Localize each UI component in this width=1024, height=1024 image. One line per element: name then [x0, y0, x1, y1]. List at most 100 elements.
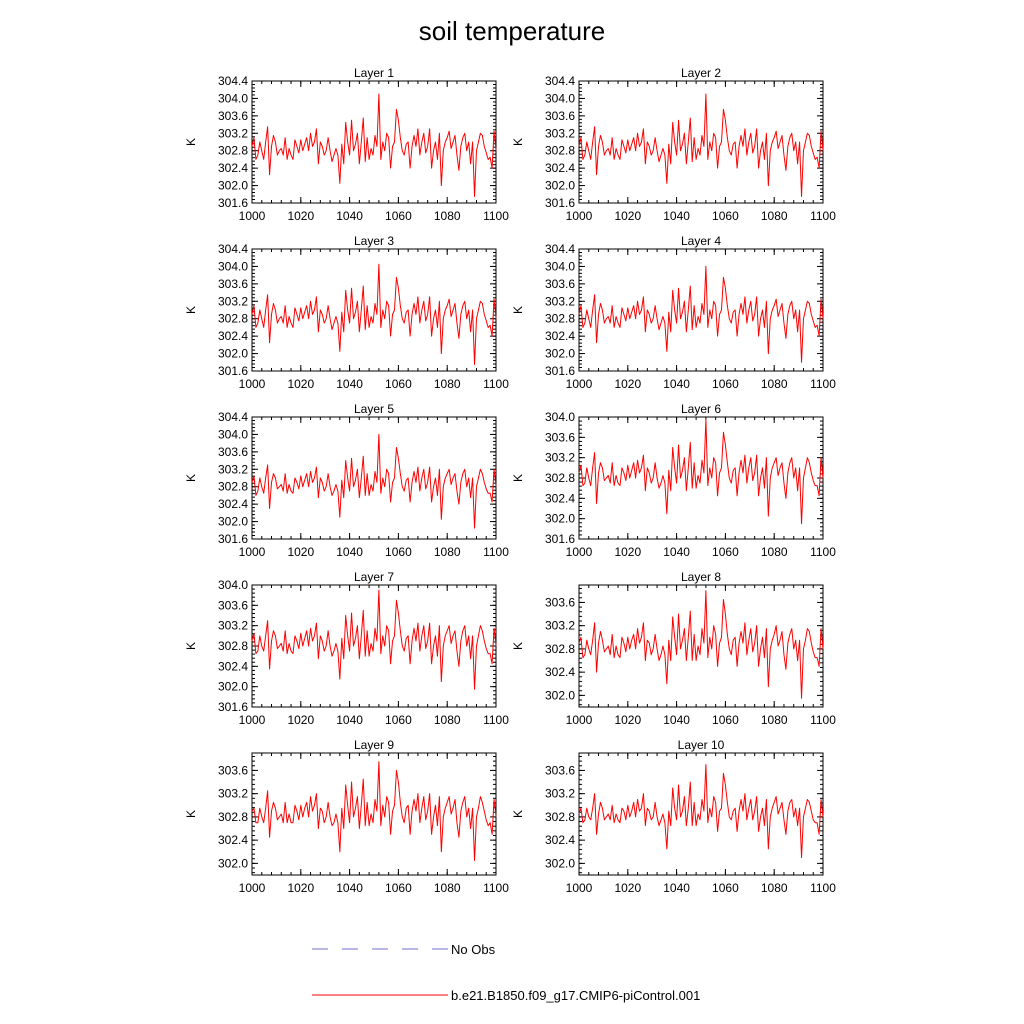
y-tick-label: 303.2 [545, 787, 575, 801]
panel-layer-8: Layer 8 K 302.0 302.4 302.8 303.2 303.6 1000 102… [511, 570, 836, 727]
y-tick-label: 302.4 [218, 329, 248, 343]
x-tick-label: 1080 [434, 881, 461, 895]
x-tick-label: 1020 [614, 377, 641, 391]
plot-frame [578, 80, 824, 204]
x-tick-label: 1100 [483, 881, 509, 895]
y-tick-label: 301.6 [218, 700, 248, 714]
x-tick-label: 1060 [385, 545, 412, 559]
legend-no-obs-label: No Obs [451, 942, 496, 957]
x-tick-label: 1020 [287, 713, 314, 727]
y-tick-label: 302.0 [218, 515, 248, 529]
plot-frame [251, 416, 497, 540]
y-tick-label: 304.0 [218, 578, 248, 592]
x-tick-label: 1040 [336, 881, 363, 895]
y-tick-label: 304.0 [218, 427, 248, 441]
y-tick-label: 302.8 [545, 144, 575, 158]
panel-title: Layer 9 [354, 738, 394, 752]
y-tick-label: 302.4 [545, 161, 575, 175]
series-line [251, 433, 497, 529]
x-tick-label: 1060 [712, 209, 739, 223]
y-tick-label: 301.6 [545, 364, 575, 378]
plot-frame [251, 248, 497, 372]
y-tick-label: 302.4 [218, 497, 248, 511]
x-tick-label: 1040 [336, 713, 363, 727]
y-tick-label: 302.0 [218, 680, 248, 694]
panel-title: Layer 2 [681, 66, 721, 80]
y-tick-label: 303.2 [218, 126, 248, 140]
y-tick-label: 304.0 [545, 259, 575, 273]
x-tick-label: 1060 [385, 713, 412, 727]
y-tick-label: 303.2 [218, 294, 248, 308]
panel-title: Layer 5 [354, 402, 394, 416]
x-tick-label: 1000 [239, 881, 266, 895]
x-tick-label: 1040 [663, 209, 690, 223]
y-tick-label: 302.4 [218, 833, 248, 847]
y-axis-label: K [184, 642, 198, 650]
y-tick-label: 303.6 [545, 277, 575, 291]
panel-layer-7: Layer 7 K 301.6 302.0 302.4 302.8 303.2 303.6 30… [184, 570, 509, 727]
y-axis-label: K [184, 810, 198, 818]
y-tick-label: 302.4 [545, 833, 575, 847]
y-tick-label: 303.6 [218, 109, 248, 123]
x-tick-label: 1080 [761, 881, 788, 895]
y-tick-label: 302.8 [545, 312, 575, 326]
y-tick-label: 304.4 [545, 74, 575, 88]
series-line [251, 761, 497, 861]
x-tick-label: 1020 [287, 545, 314, 559]
x-tick-label: 1000 [566, 209, 593, 223]
series-line [251, 589, 497, 690]
y-tick-label: 303.6 [545, 109, 575, 123]
y-tick-label: 302.0 [545, 512, 575, 526]
panel-layer-9: Layer 9 K 302.0 302.4 302.8 303.2 303.6 1000 102… [184, 738, 509, 895]
y-tick-label: 303.2 [545, 619, 575, 633]
series-line [251, 263, 497, 365]
x-tick-label: 1100 [483, 545, 509, 559]
x-tick-label: 1100 [483, 209, 509, 223]
y-tick-label: 302.0 [218, 856, 248, 870]
y-tick-label: 302.8 [218, 810, 248, 824]
x-tick-label: 1020 [614, 545, 641, 559]
y-axis-label: K [511, 138, 525, 146]
y-tick-label: 303.6 [218, 763, 248, 777]
y-tick-label: 302.0 [545, 856, 575, 870]
y-tick-label: 303.2 [545, 294, 575, 308]
panel-title: Layer 4 [681, 234, 721, 248]
x-tick-label: 1000 [239, 377, 266, 391]
y-axis-label: K [184, 306, 198, 314]
y-tick-label: 303.2 [545, 126, 575, 140]
panel-title: Layer 3 [354, 234, 394, 248]
series-line [578, 590, 824, 699]
x-tick-label: 1100 [810, 881, 836, 895]
y-tick-label: 303.6 [218, 598, 248, 612]
panel-title: Layer 10 [678, 738, 725, 752]
x-tick-label: 1020 [614, 881, 641, 895]
y-tick-label: 302.4 [545, 329, 575, 343]
x-tick-label: 1080 [761, 545, 788, 559]
x-tick-label: 1100 [810, 713, 836, 727]
legend-model-label: b.e21.B1850.f09_g17.CMIP6-piControl.001 [451, 988, 700, 1003]
y-tick-label: 304.4 [218, 410, 248, 424]
x-tick-label: 1000 [566, 713, 593, 727]
y-tick-label: 304.4 [218, 74, 248, 88]
y-tick-label: 302.8 [545, 810, 575, 824]
panel-layer-5: Layer 5 K 301.6 302.0 302.4 302.8 303.2 303.6 30… [184, 402, 509, 559]
y-tick-label: 301.6 [218, 532, 248, 546]
x-tick-label: 1100 [483, 377, 509, 391]
y-tick-label: 301.6 [545, 196, 575, 210]
x-tick-label: 1080 [434, 377, 461, 391]
y-tick-label: 303.6 [545, 763, 575, 777]
x-tick-label: 1040 [663, 713, 690, 727]
x-tick-label: 1080 [761, 713, 788, 727]
y-axis-label: K [511, 306, 525, 314]
y-tick-label: 304.4 [218, 242, 248, 256]
y-tick-label: 302.0 [545, 688, 575, 702]
y-tick-label: 303.6 [218, 277, 248, 291]
y-tick-label: 302.8 [218, 639, 248, 653]
y-tick-label: 301.6 [218, 364, 248, 378]
x-tick-label: 1060 [385, 209, 412, 223]
x-tick-label: 1060 [712, 713, 739, 727]
panel-layer-2: Layer 2 K 301.6 302.0 302.4 302.8 303.2 303.6 30… [511, 66, 836, 223]
panel-grid: Layer 1 K 301.6 302.0 302.4 302.8 303.2 303.6 30… [184, 66, 836, 895]
x-tick-label: 1080 [434, 545, 461, 559]
y-tick-label: 302.8 [545, 471, 575, 485]
